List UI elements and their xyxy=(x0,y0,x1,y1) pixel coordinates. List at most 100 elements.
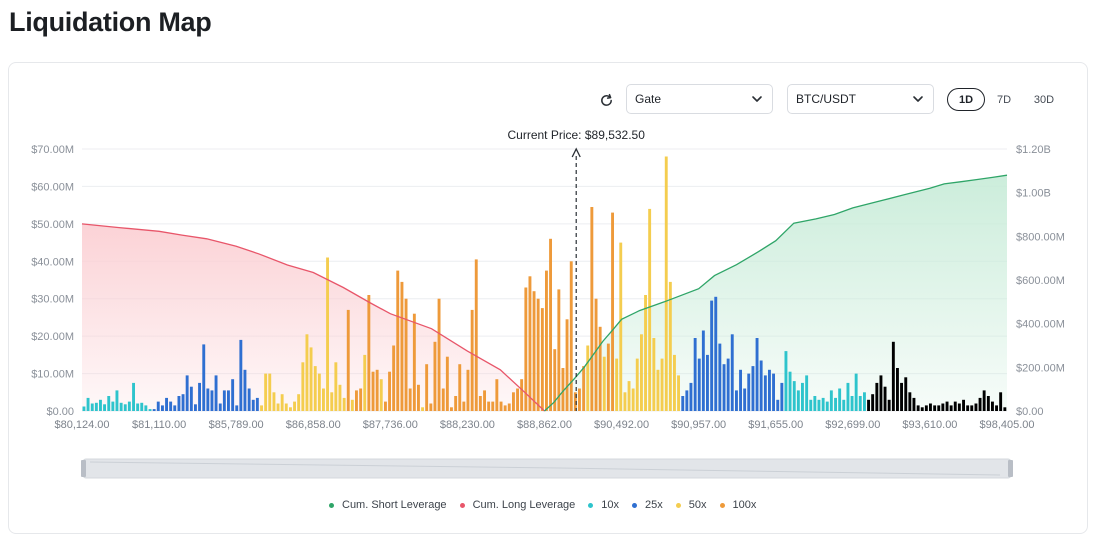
legend-item-50x[interactable]: 50x xyxy=(675,499,707,511)
bar-100x xyxy=(540,308,544,411)
bar-10x xyxy=(801,382,804,411)
bar-10x xyxy=(788,371,792,411)
bar-10x xyxy=(94,402,98,411)
legend-item-25x[interactable]: 25x xyxy=(632,499,663,511)
short-area xyxy=(544,175,1007,411)
bar-undefined xyxy=(1003,407,1007,411)
bar-50x xyxy=(326,257,329,411)
legend-item-100x[interactable]: 100x xyxy=(719,499,756,511)
legend-item-short[interactable]: Cum. Short Leverage xyxy=(329,499,447,511)
bar-undefined xyxy=(912,397,916,411)
bar-undefined xyxy=(953,401,957,411)
bar-50x xyxy=(309,347,313,411)
bar-25x xyxy=(776,399,780,411)
bar-100x xyxy=(400,281,404,411)
bar-25x xyxy=(685,390,689,411)
legend-label-10x: 10x xyxy=(601,499,620,511)
exchange-select[interactable]: Gate xyxy=(626,84,773,114)
bar-100x xyxy=(532,291,536,411)
bar-10x xyxy=(103,404,106,411)
bar-100x xyxy=(429,403,433,411)
zoom-handle-left[interactable] xyxy=(81,460,86,477)
bar-10x xyxy=(821,397,825,411)
bar-100x xyxy=(487,401,491,411)
y-right-tick-label: $800.00M xyxy=(1016,231,1065,243)
bar-50x xyxy=(635,358,639,411)
bar-50x xyxy=(586,345,590,411)
bar-25x xyxy=(706,354,709,411)
bar-25x xyxy=(759,360,763,411)
bar-undefined xyxy=(962,399,965,411)
bar-100x xyxy=(412,313,416,411)
bar-50x xyxy=(342,397,346,411)
bar-10x xyxy=(123,404,127,411)
bar-100x xyxy=(507,403,511,411)
bar-50x xyxy=(363,354,367,411)
x-tick-label: $91,655.00 xyxy=(748,419,803,431)
bar-25x xyxy=(156,401,160,411)
legend-label-short: Cum. Short Leverage xyxy=(342,499,447,511)
x-tick-label: $90,492.00 xyxy=(594,419,649,431)
y-right-tick-label: $400.00M xyxy=(1016,319,1065,331)
zoom-handle-right[interactable] xyxy=(1008,460,1013,477)
bar-50x xyxy=(301,362,305,411)
bar-100x xyxy=(536,298,540,411)
refresh-icon[interactable] xyxy=(596,90,616,110)
bar-100x xyxy=(458,364,462,411)
x-tick-label: $90,957.00 xyxy=(671,419,726,431)
bar-10x xyxy=(854,373,858,411)
bar-25x xyxy=(177,396,181,411)
bar-100x xyxy=(578,388,581,411)
pair-select[interactable]: BTC/USDT xyxy=(787,84,934,114)
bar-10x xyxy=(86,397,90,411)
bar-25x xyxy=(231,379,235,411)
y-right-tick-label: $1.00B xyxy=(1016,188,1051,200)
range-30d-button[interactable]: 30D xyxy=(1033,93,1055,106)
x-tick-label: $81,110.00 xyxy=(132,419,186,431)
bar-50x xyxy=(627,381,631,411)
bar-100x xyxy=(478,396,482,411)
x-tick-label: $88,862.00 xyxy=(517,419,572,431)
bar-undefined xyxy=(867,399,870,411)
zoom-slider-preview xyxy=(89,461,1001,476)
bar-undefined xyxy=(891,341,895,411)
bar-10x xyxy=(115,390,119,411)
bar-10x xyxy=(127,401,131,411)
bar-100x xyxy=(425,364,429,411)
bar-100x xyxy=(483,390,486,411)
y-left-tick-label: $40.00M xyxy=(31,256,74,268)
bar-50x xyxy=(284,403,288,411)
bar-100x xyxy=(392,345,396,411)
bar-100x xyxy=(396,270,400,411)
bar-25x xyxy=(169,401,173,411)
bar-25x xyxy=(202,344,206,411)
range-1d-button[interactable]: 1D xyxy=(947,88,985,111)
bar-50x xyxy=(280,394,284,411)
bar-25x xyxy=(739,369,742,411)
bar-100x xyxy=(528,276,532,411)
bar-100x xyxy=(450,407,453,411)
legend-item-10x[interactable]: 10x xyxy=(588,499,619,511)
legend-item-long[interactable]: Cum. Long Leverage xyxy=(459,499,575,511)
bar-25x xyxy=(181,394,185,411)
bar-25x xyxy=(251,399,255,411)
bar-100x xyxy=(553,349,557,411)
bar-50x xyxy=(322,388,325,411)
bar-100x xyxy=(371,371,375,411)
bar-10x xyxy=(842,399,846,411)
bar-50x xyxy=(379,379,383,411)
bar-50x xyxy=(668,281,672,411)
bar-25x xyxy=(714,296,718,411)
bar-undefined xyxy=(945,401,949,411)
legend-dot-50x xyxy=(675,502,681,508)
legend-dot-long xyxy=(459,502,465,508)
bar-undefined xyxy=(924,405,928,411)
bar-25x xyxy=(185,375,189,411)
bar-25x xyxy=(780,382,784,411)
bar-100x xyxy=(437,298,441,411)
bar-10x xyxy=(90,403,94,411)
range-7d-button[interactable]: 7D xyxy=(996,93,1012,106)
bar-100x xyxy=(495,379,499,411)
bar-10x xyxy=(805,375,809,411)
bar-25x xyxy=(152,409,156,411)
